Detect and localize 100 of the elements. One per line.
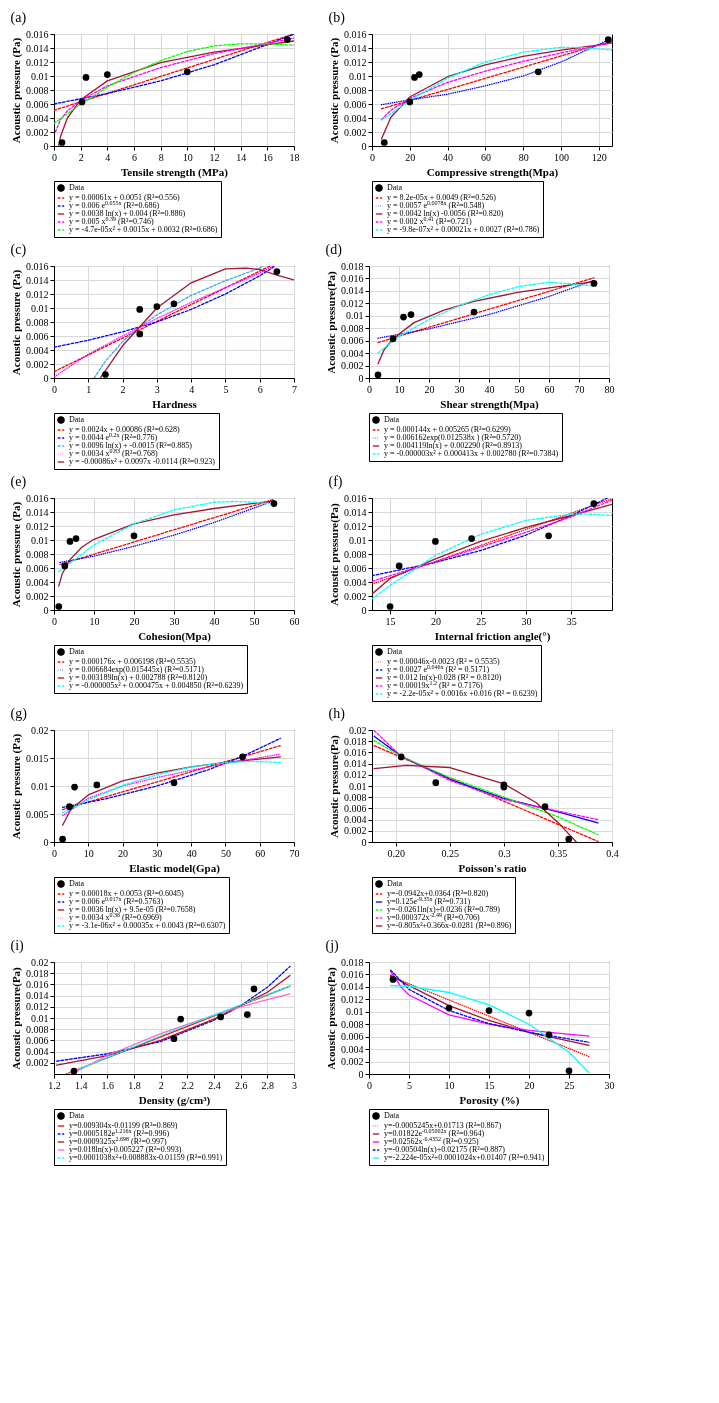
x-axis-title: Elastic model(Gpa) xyxy=(129,861,221,875)
legend-label: y = 0.0024x + 0.00086 (R²=0.628) xyxy=(69,425,180,434)
x-tick-label: 2 xyxy=(78,151,84,163)
y-tick-label: 0.014 xyxy=(26,274,49,286)
legend-label: y=0.0001038x²+0.008883x-0.01159 (R²=0.991) xyxy=(69,1153,223,1162)
legend-label: y=-0.00504ln(x)+0.02175 (R²=0.887) xyxy=(384,1145,506,1154)
y-tick-label: 0.006 xyxy=(341,335,364,347)
chart-title: (i) xyxy=(10,938,25,954)
y-tick-label: 0 xyxy=(43,836,49,848)
y-tick-label: 0.008 xyxy=(26,316,49,328)
x-tick-label: 7 xyxy=(292,383,297,395)
x-axis-title: Internal friction angle(°) xyxy=(434,629,551,643)
x-axis-title: Hardness xyxy=(152,397,198,410)
x-tick-label: 2.4 xyxy=(208,1079,221,1091)
y-tick-label: 0.006 xyxy=(344,802,367,814)
x-tick-label: 25 xyxy=(476,615,487,627)
legend-label: y = 0.0036 ln(x) + 9.5e-05 (R²=0.7658) xyxy=(69,905,196,914)
legend-label: y=0.0005182e$^{1.216x}$ (R²=0.996) xyxy=(69,1128,170,1138)
y-tick-label: 0.01 xyxy=(349,534,367,546)
y-tick-label: 0.018 xyxy=(341,956,364,968)
x-tick-label: 20 xyxy=(430,615,441,627)
y-tick-label: 0.014 xyxy=(344,506,367,518)
y-tick-label: 0.016 xyxy=(344,746,367,758)
legend-label: y=0.000372x$^{-2.49}$ (R²=0.706) xyxy=(387,912,480,922)
x-tick-label: 4 xyxy=(189,383,195,395)
x-tick-label: 1.6 xyxy=(101,1079,115,1091)
y-tick-label: 0.02 xyxy=(31,724,49,736)
x-tick-label: 80 xyxy=(518,151,529,163)
y-tick-label: 0.002 xyxy=(341,360,364,372)
legend-label: y = -0.000005x² + 0.000475x + 0.004850 (R²=0.6239) xyxy=(69,681,244,690)
x-tick-label: 10 xyxy=(182,151,193,163)
x-tick-label: 12 xyxy=(209,151,220,163)
y-tick-label: 0.016 xyxy=(26,492,49,504)
legend-label: y=-0.0942x+0.0364 (R²=0.820) xyxy=(387,889,489,898)
y-tick-label: 0.004 xyxy=(344,814,367,826)
y-tick-label: 0.02 xyxy=(31,956,49,968)
x-tick-label: 50 xyxy=(220,847,231,859)
y-tick-label: 0.002 xyxy=(344,590,367,602)
x-tick-label: 0 xyxy=(370,151,375,163)
y-tick-label: 0.01 xyxy=(346,310,364,322)
y-axis-title: Acoustic pressure(Pa) xyxy=(325,966,338,1070)
x-tick-label: 20 xyxy=(524,1079,535,1091)
y-tick-label: 0.014 xyxy=(26,42,49,54)
x-tick-label: 2 xyxy=(120,383,126,395)
x-tick-label: 18 xyxy=(289,151,300,163)
y-tick-label: 0.002 xyxy=(341,1056,364,1068)
y-tick-label: 0.002 xyxy=(26,358,49,370)
y-tick-label: 0.005 xyxy=(26,808,49,820)
x-tick-label: 5 xyxy=(223,383,229,395)
x-tick-label: 5 xyxy=(407,1079,412,1091)
x-tick-label: 2.8 xyxy=(261,1079,275,1091)
x-axis-title: Cohesion(Mpa) xyxy=(138,629,212,643)
x-axis-title: Density (g/cm³) xyxy=(138,1093,211,1107)
legend-label: Data xyxy=(69,879,85,888)
y-tick-label: 0.012 xyxy=(341,993,364,1005)
chart-title: (f) xyxy=(328,474,343,490)
x-tick-label: 60 xyxy=(255,847,266,859)
y-tick-label: 0.012 xyxy=(26,56,49,68)
legend-label: y = 0.012 ln(x)-0.028 (R² = 0.8120) xyxy=(387,673,502,682)
x-tick-label: 0.4 xyxy=(606,847,619,859)
x-tick-label: 14 xyxy=(236,151,247,163)
chart-title: (g) xyxy=(10,706,28,722)
x-tick-label: 0 xyxy=(52,847,57,859)
y-tick-label: 0.016 xyxy=(344,492,367,504)
x-tick-label: 0.35 xyxy=(549,847,568,859)
chart-title: (d) xyxy=(325,242,343,258)
chart-title: (h) xyxy=(328,706,346,722)
chart-title: (j) xyxy=(325,938,340,954)
y-tick-label: 0 xyxy=(358,372,364,384)
y-tick-label: 0.018 xyxy=(344,735,367,747)
y-tick-label: 0.012 xyxy=(26,288,49,300)
x-tick-label: 2.2 xyxy=(181,1079,195,1091)
y-tick-label: 0.012 xyxy=(26,1001,49,1013)
x-axis-title: Poisson's ratio xyxy=(458,861,528,874)
y-axis-title: Acoustic pressure(Pa) xyxy=(328,734,341,838)
x-tick-label: 50 xyxy=(514,383,525,395)
legend-label: y = 0.0038 ln(x) + 0.004 (R²=0.886) xyxy=(69,209,186,218)
x-tick-label: 16 xyxy=(262,151,273,163)
y-tick-label: 0.006 xyxy=(26,562,49,574)
x-tick-label: 70 xyxy=(289,847,300,859)
legend-label: y = 0.00061x + 0.0051 (R²=0.556) xyxy=(69,193,180,202)
legend-label: Data xyxy=(69,1111,85,1120)
legend-label: y=0.0009325x$^{2.698}$ (R²=0.997) xyxy=(69,1136,167,1146)
y-tick-label: 0.014 xyxy=(344,42,367,54)
x-tick-label: 1.8 xyxy=(128,1079,141,1091)
y-tick-label: 0.012 xyxy=(344,520,367,532)
legend-label: y = -9.8e-07x² + 0.00021x + 0.0027 (R²=0.786) xyxy=(387,225,540,234)
y-tick-label: 0.006 xyxy=(341,1031,364,1043)
x-tick-label: 60 xyxy=(544,383,555,395)
y-tick-label: 0.014 xyxy=(26,506,49,518)
y-tick-label: 0.004 xyxy=(344,576,367,588)
x-tick-label: 30 xyxy=(454,383,465,395)
y-tick-label: 0.014 xyxy=(26,990,49,1002)
x-tick-label: 120 xyxy=(591,151,607,163)
legend-label: y = 0.0096 ln(x) + -0.0015 (R²=0.885) xyxy=(69,441,193,450)
x-axis-title: Shear strength(Mpa) xyxy=(440,397,539,411)
legend-label: y = 0.000144x + 0.005265 (R²=0.6299) xyxy=(384,425,511,434)
x-axis-title: Tensile strength (MPa) xyxy=(121,165,229,179)
x-tick-label: 80 xyxy=(604,383,615,395)
x-tick-label: 10 xyxy=(89,615,100,627)
